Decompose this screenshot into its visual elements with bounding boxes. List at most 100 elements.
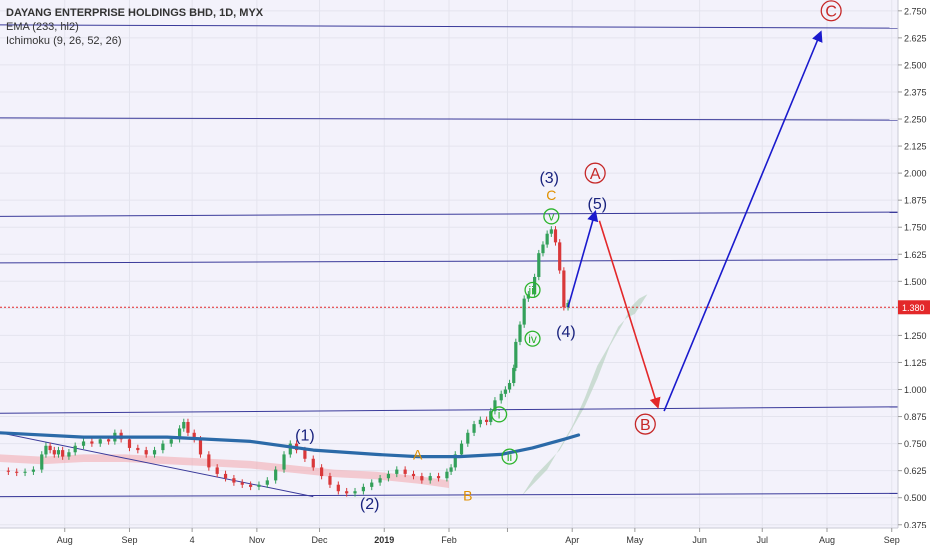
candle-body xyxy=(56,450,61,455)
wave-label: v xyxy=(548,210,554,224)
candle-body xyxy=(478,419,482,425)
candle-body xyxy=(493,400,497,412)
y-tick-label: 0.875 xyxy=(904,412,927,422)
y-tick-label: 1.875 xyxy=(904,196,927,206)
y-tick-label: 1.625 xyxy=(904,250,927,260)
current-price-tag xyxy=(898,300,930,315)
candle-body xyxy=(512,367,516,384)
x-axis-background xyxy=(0,528,932,550)
wave-label: (4) xyxy=(556,324,576,341)
y-tick-label: 2.250 xyxy=(904,115,927,125)
y-tick-label: 0.750 xyxy=(904,439,927,449)
wave-label: (3) xyxy=(539,170,559,187)
wave-label: C xyxy=(546,187,556,203)
candle-body xyxy=(232,478,236,483)
x-tick-label: 4 xyxy=(190,535,195,545)
y-tick-label: 1.750 xyxy=(904,223,927,233)
wave-label-circle xyxy=(491,406,508,423)
candle-body xyxy=(73,445,77,453)
candle-body xyxy=(81,441,86,446)
candle-body xyxy=(23,471,27,473)
ema-indicator-label[interactable]: EMA (233, hl2) xyxy=(6,21,79,33)
x-axis: Aug Sep 4 Nov Dec 2019 Feb Apr May Jun Jul Aug Sep xyxy=(0,527,932,550)
y-tick-label: 2.375 xyxy=(904,87,927,97)
symbol-title[interactable]: DAYANG ENTERPRISE HOLDINGS BHD, 1D, MYX xyxy=(6,7,264,19)
x-tick-label: Apr xyxy=(565,535,579,545)
candle-body xyxy=(403,469,407,474)
candle-body xyxy=(436,476,441,479)
wave-label: (2) xyxy=(360,496,380,513)
x-tick-label: Dec xyxy=(312,535,329,545)
candle-body xyxy=(186,421,190,433)
horizontal-level-line xyxy=(0,24,899,29)
wave-label-circle xyxy=(634,413,656,435)
x-tick-label: Feb xyxy=(441,535,457,545)
candle-body xyxy=(127,439,132,448)
horizontal-level-line xyxy=(0,492,899,498)
candle-body xyxy=(288,443,292,455)
candle-body xyxy=(40,454,44,470)
candle-body xyxy=(378,478,382,483)
candle-body xyxy=(445,471,449,479)
candle-body xyxy=(370,482,374,487)
price-series xyxy=(6,226,570,497)
y-tick-label: 2.500 xyxy=(904,60,927,70)
candle-body xyxy=(484,419,489,422)
y-tick-label: 2.750 xyxy=(904,6,927,16)
candle-body xyxy=(499,393,503,401)
wave-arrow xyxy=(663,30,823,412)
candle-body xyxy=(240,482,244,485)
ichimoku-indicator-label[interactable]: Ichimoku (9, 26, 52, 26) xyxy=(6,35,122,47)
wave-label-circle xyxy=(820,0,842,22)
ichimoku-cloud-past xyxy=(0,454,449,488)
candle-body xyxy=(67,452,71,457)
wave-label: iii xyxy=(529,283,537,297)
candle-body xyxy=(353,491,357,494)
candle-body xyxy=(553,229,558,243)
candle-body xyxy=(562,270,566,308)
wave-projection-paths xyxy=(567,30,823,412)
wave-label-circle xyxy=(501,448,518,465)
candle-body xyxy=(514,341,518,368)
candle-body xyxy=(274,469,278,481)
y-tick-label: 1.000 xyxy=(904,385,927,395)
candle-body xyxy=(52,450,56,455)
wave-label-circle xyxy=(524,330,541,347)
x-tick-label: Nov xyxy=(249,535,266,545)
candle-body xyxy=(282,454,286,470)
x-tick-label: Sep xyxy=(884,535,900,545)
y-tick-label: 1.125 xyxy=(904,358,927,368)
horizontal-level-line xyxy=(0,211,899,217)
candle-body xyxy=(48,445,52,451)
chart-legend: DAYANG ENTERPRISE HOLDINGS BHD, 1D, MYX … xyxy=(6,6,263,48)
y-tick-label: 1.250 xyxy=(904,331,927,341)
y-tick-label: 2.625 xyxy=(904,33,927,43)
candle-body xyxy=(361,486,365,492)
x-tick-label: Jun xyxy=(692,535,707,545)
grid-lines xyxy=(0,0,898,528)
y-tick-label: 0.625 xyxy=(904,466,927,476)
wave-arrow xyxy=(567,209,599,308)
candle-body xyxy=(223,473,228,479)
wave-label: (5) xyxy=(587,196,607,213)
candle-body xyxy=(395,469,399,474)
candle-body xyxy=(549,229,553,234)
y-tick-label: 0.375 xyxy=(904,520,927,530)
wave-arrow xyxy=(598,220,661,409)
candle-body xyxy=(265,480,269,485)
candle-body xyxy=(61,450,65,457)
candle-body xyxy=(541,244,545,254)
candle-body xyxy=(152,450,157,455)
wave-label: A xyxy=(413,446,423,462)
wave-label-circle xyxy=(524,281,541,299)
candle-body xyxy=(503,389,507,394)
y-tick-label: 1.500 xyxy=(904,277,927,287)
candle-body xyxy=(6,470,10,472)
x-tick-label: 2019 xyxy=(374,535,394,545)
candle-body xyxy=(249,484,253,487)
candle-body xyxy=(44,445,48,455)
candle-body xyxy=(144,450,148,455)
